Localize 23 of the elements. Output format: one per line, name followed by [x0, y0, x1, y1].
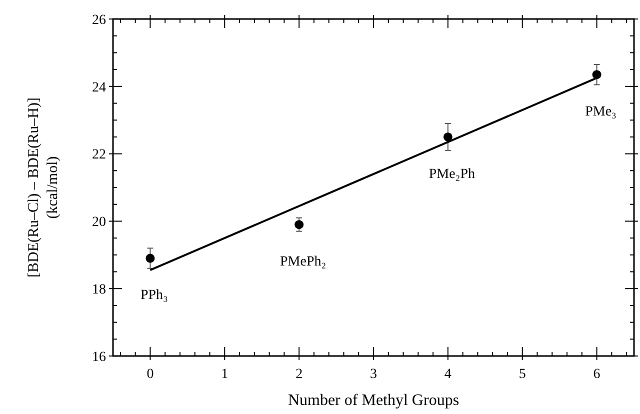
y-tick-label: 18 — [92, 282, 106, 298]
x-tick-label: 5 — [518, 367, 526, 382]
y-tick-label: 26 — [92, 12, 106, 28]
y-tick-label: 16 — [92, 350, 106, 365]
x-tick-label: 4 — [444, 367, 452, 382]
y-tick-label: 24 — [92, 80, 106, 96]
annotation: PMe₃ — [585, 104, 617, 120]
y-axis-title: [BDE(Ru–Cl) – BDE(Ru–H)] (kcal/mol) — [26, 98, 61, 278]
annotation: PPh₃ — [140, 288, 168, 304]
point — [294, 220, 304, 230]
x-tick-label: 3 — [370, 367, 377, 382]
point — [592, 70, 602, 80]
x-tick-label: 6 — [593, 367, 600, 382]
annotation: PMePh₂ — [280, 254, 326, 270]
x-axis-title: Number of Methyl Groups — [288, 392, 460, 409]
annotation: PMe₂Ph — [428, 166, 475, 182]
y-tick-label: 22 — [92, 148, 106, 163]
y-tick-label: 20 — [92, 215, 106, 230]
point — [146, 254, 155, 263]
x-tick-label: 1 — [221, 367, 228, 382]
x-tick-label: 0 — [146, 367, 154, 382]
x-tick-label: 2 — [296, 367, 303, 382]
point — [443, 132, 452, 142]
